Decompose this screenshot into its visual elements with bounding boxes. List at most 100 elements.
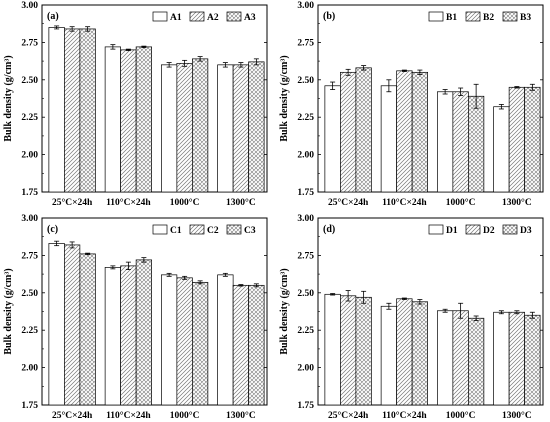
x-tick-label: 1000°C (446, 410, 476, 421)
bar-c1 (161, 274, 178, 406)
y-tick-label: 2.50 (297, 76, 314, 86)
legend-swatch-c3 (226, 224, 242, 235)
y-tick-label: 2.25 (297, 326, 314, 336)
bar-a2 (176, 62, 193, 193)
y-tick-label: 2.00 (21, 364, 38, 374)
bar-d1 (493, 311, 510, 406)
y-tick-label: 2.75 (21, 38, 38, 48)
y-tick-label: 3.00 (297, 1, 314, 11)
legend-swatch-c1 (152, 224, 168, 235)
bar-a2 (120, 49, 137, 193)
panel-label: (d) (323, 224, 335, 235)
bar-a3 (248, 61, 265, 193)
panel-label: (c) (47, 224, 58, 235)
y-tick-label: 1.75 (297, 188, 314, 198)
legend-label-b1: B1 (446, 13, 457, 23)
legend-swatch-b2 (465, 11, 481, 22)
bar-b3 (468, 95, 485, 193)
legend-swatch-d3 (502, 224, 518, 235)
legend-label-a2: A2 (207, 13, 219, 23)
legend-label-a3: A3 (244, 13, 256, 23)
bar-a3 (135, 46, 152, 193)
bar-c1 (217, 274, 234, 406)
bar-c3 (135, 259, 152, 406)
bar-b1 (324, 85, 341, 193)
bar-d2 (508, 311, 525, 406)
bar-a3 (192, 58, 209, 193)
y-tick-label: 2.25 (297, 113, 314, 123)
x-tick-label: 110°C×24h (106, 197, 151, 208)
bar-a2 (64, 28, 81, 193)
bar-b2 (508, 86, 525, 193)
x-tick-label: 110°C×24h (382, 197, 427, 208)
bar-b2 (452, 91, 469, 193)
y-axis-title: Bulk density (g/cm³) (3, 55, 14, 141)
x-tick-label: 1000°C (170, 197, 200, 208)
bar-b2 (340, 71, 357, 193)
bar-a1 (161, 64, 178, 193)
legend-swatch-b3 (502, 11, 518, 22)
bar-d1 (380, 305, 397, 406)
x-tick-label: 1300°C (502, 197, 532, 208)
bar-c2 (232, 284, 249, 406)
legend-label-a1: A1 (170, 13, 182, 23)
y-tick-label: 1.75 (21, 188, 38, 198)
panel-label: (a) (47, 11, 59, 22)
legend-swatch-b1 (428, 11, 444, 22)
legend-swatch-d1 (428, 224, 444, 235)
bar-b1 (493, 106, 510, 193)
y-axis-title: Bulk density (g/cm³) (279, 55, 290, 141)
panel-label: (b) (323, 11, 335, 22)
x-tick-label: 1300°C (502, 410, 532, 421)
bar-a2 (232, 64, 249, 193)
bar-a1 (217, 64, 234, 193)
bar-b3 (355, 67, 372, 193)
bar-d2 (396, 298, 413, 406)
y-tick-label: 3.00 (21, 214, 38, 224)
y-tick-label: 2.00 (297, 364, 314, 374)
bar-c2 (176, 277, 193, 406)
legend-label-d2: D2 (483, 226, 495, 236)
legend-swatch-d2 (465, 224, 481, 235)
legend-swatch-a2 (189, 11, 205, 22)
legend-swatch-a1 (152, 11, 168, 22)
legend-swatch-a3 (226, 11, 242, 22)
bar-c3 (79, 253, 96, 406)
x-tick-label: 1000°C (170, 410, 200, 421)
bar-c1 (48, 243, 65, 406)
y-tick-label: 2.75 (297, 251, 314, 261)
bar-c3 (248, 284, 265, 406)
legend-label-c1: C1 (170, 226, 182, 236)
x-tick-label: 1300°C (226, 197, 256, 208)
x-tick-label: 1000°C (446, 197, 476, 208)
y-tick-label: 2.00 (297, 151, 314, 161)
legend-swatch-c2 (189, 224, 205, 235)
bar-b3 (524, 86, 541, 193)
x-tick-label: 25°C×24h (52, 410, 93, 421)
bar-b3 (411, 71, 428, 193)
bar-a1 (48, 27, 65, 193)
y-tick-label: 3.00 (21, 1, 38, 11)
legend-label-c2: C2 (207, 226, 219, 236)
bar-a1 (104, 46, 121, 193)
y-tick-label: 2.00 (21, 151, 38, 161)
y-tick-label: 2.75 (21, 251, 38, 261)
bar-c2 (64, 244, 81, 406)
legend-label-d3: D3 (520, 226, 532, 236)
legend-label-c3: C3 (244, 226, 256, 236)
bar-d3 (524, 314, 541, 406)
bar-b1 (437, 91, 454, 193)
y-tick-label: 2.50 (21, 289, 38, 299)
bar-c1 (104, 267, 121, 406)
bar-b2 (396, 70, 413, 193)
bar-d3 (468, 317, 485, 406)
legend-label-d1: D1 (446, 226, 458, 236)
x-tick-label: 110°C×24h (106, 410, 151, 421)
x-tick-label: 25°C×24h (52, 197, 93, 208)
bar-d2 (452, 310, 469, 406)
bar-c3 (192, 281, 209, 406)
y-tick-label: 2.25 (21, 113, 38, 123)
y-tick-label: 2.50 (21, 76, 38, 86)
y-tick-label: 2.50 (297, 289, 314, 299)
